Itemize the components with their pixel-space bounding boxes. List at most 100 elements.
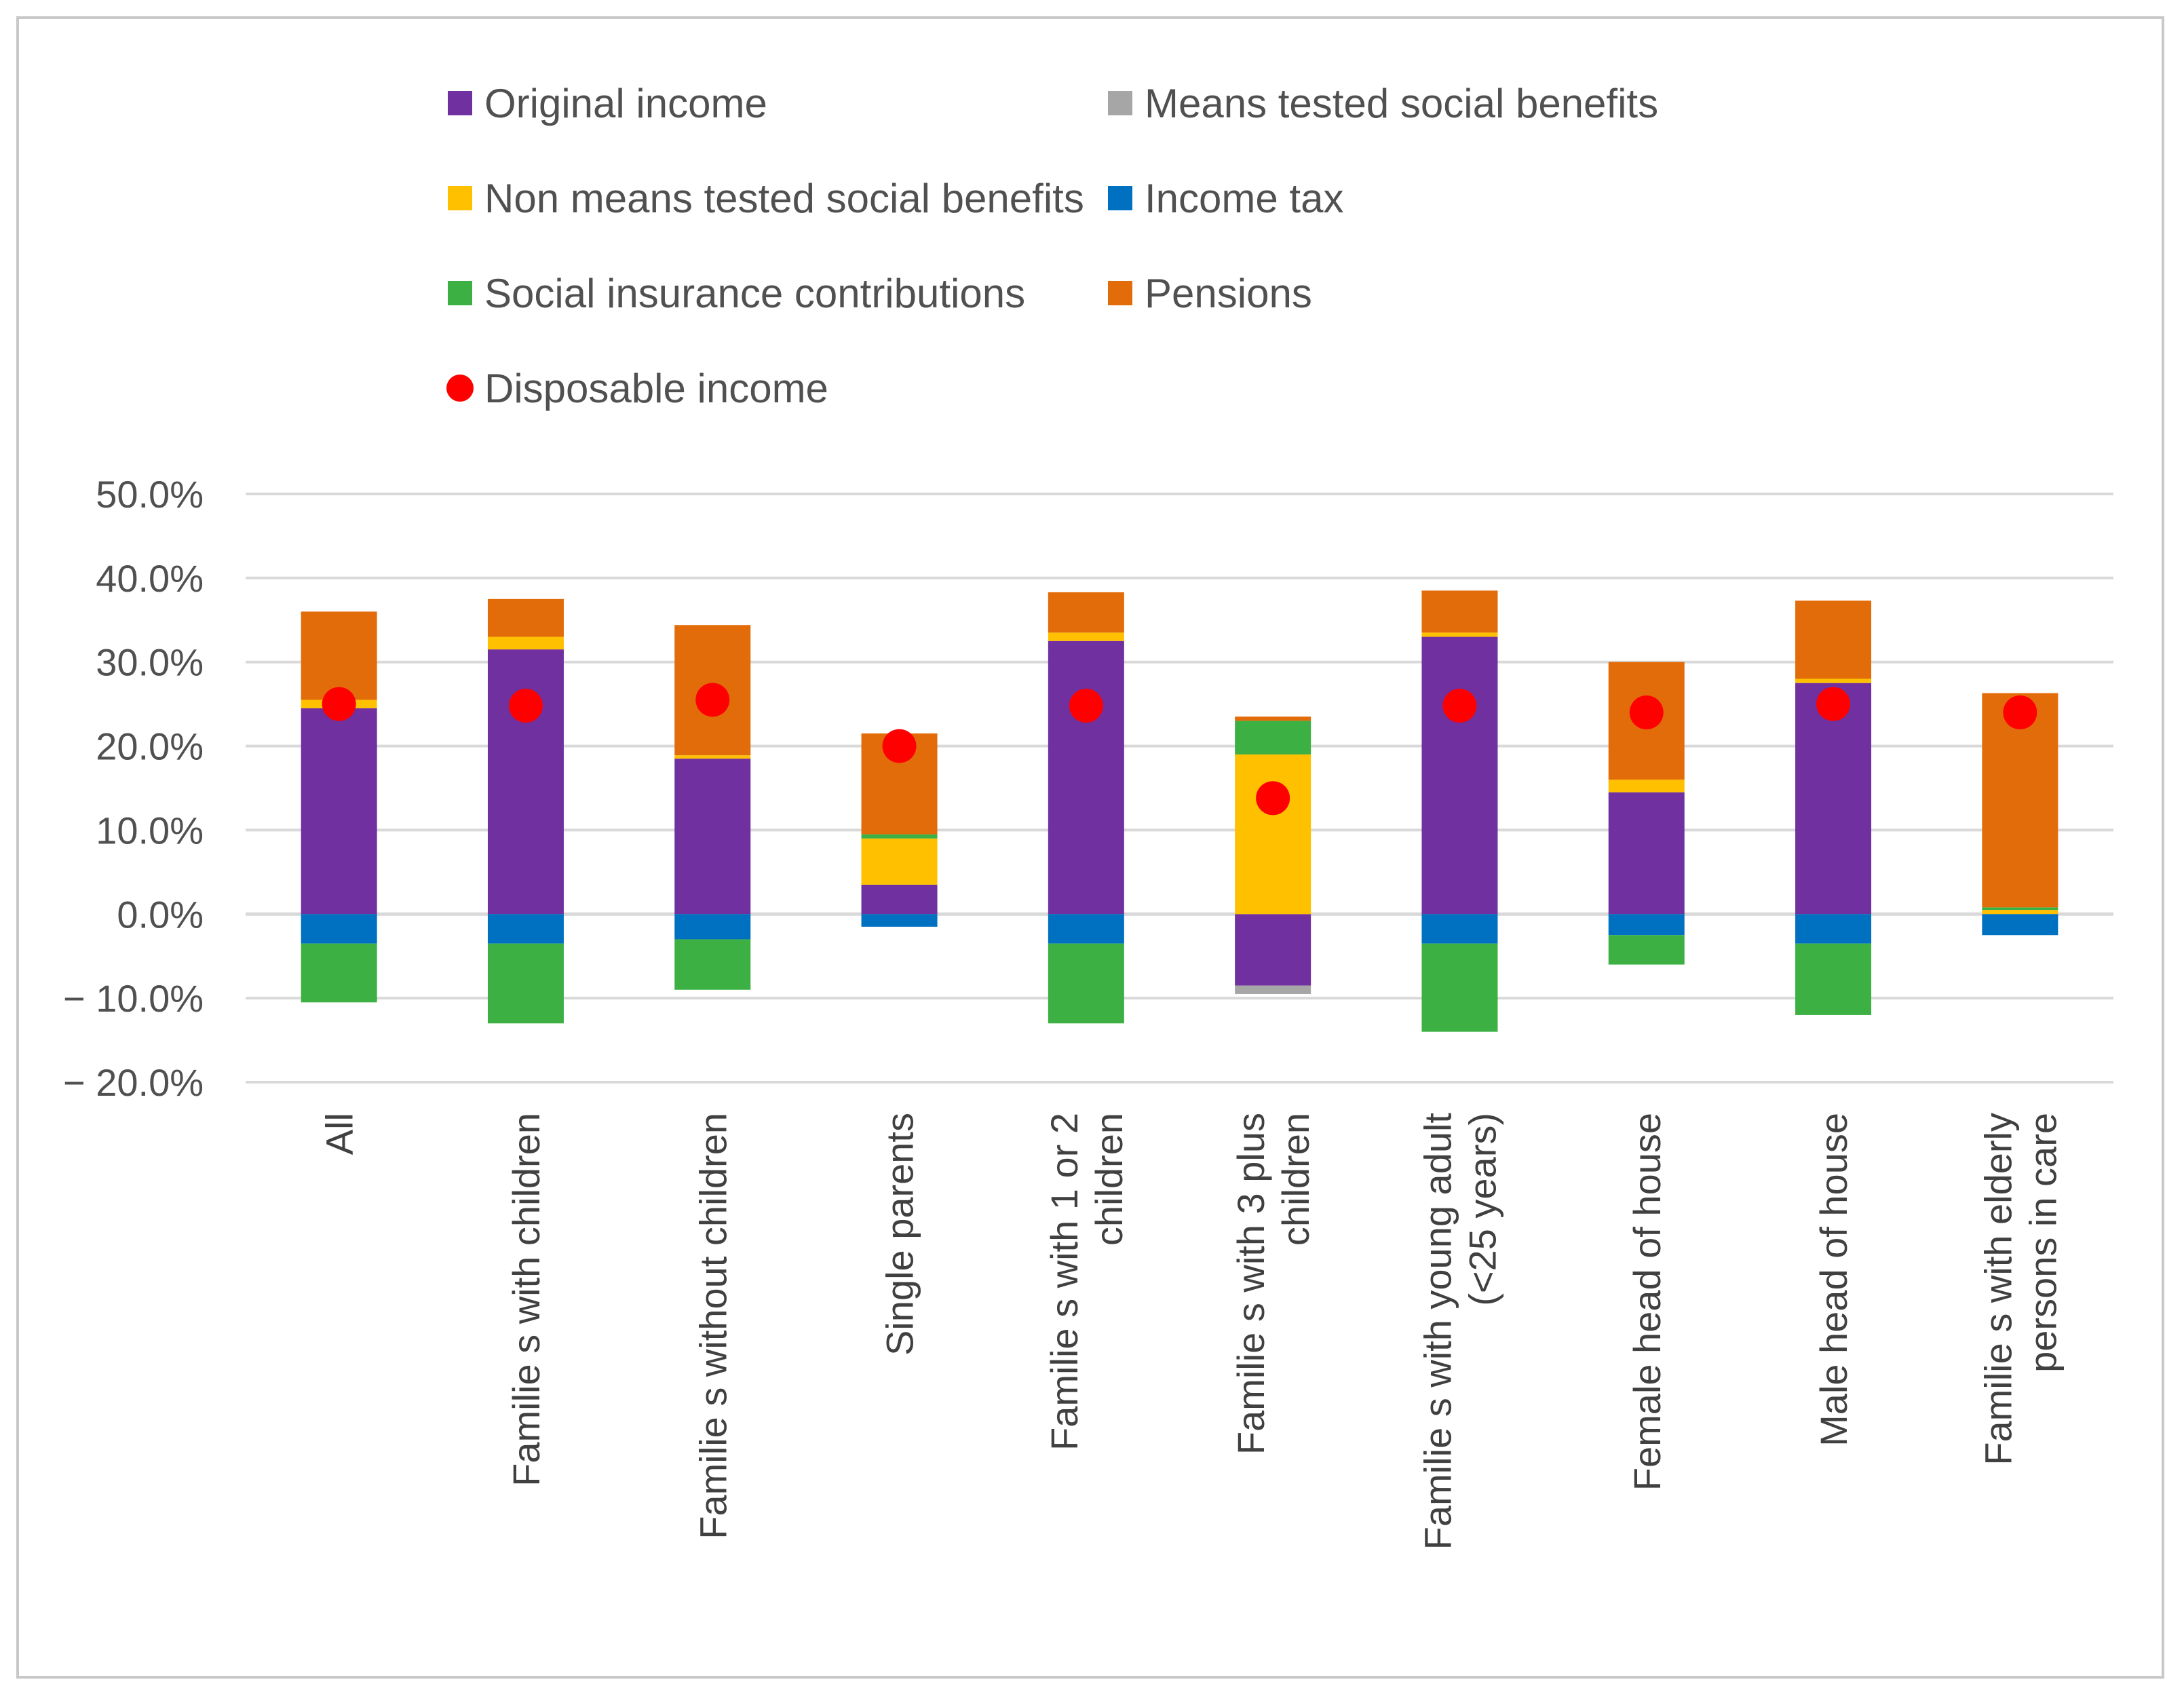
disposable-income-point-all xyxy=(322,687,356,721)
x-category-label-line: Familie s with 3 plus xyxy=(1229,1113,1272,1455)
legend-marker-income-tax xyxy=(1108,186,1132,210)
x-category-label-line: All xyxy=(318,1113,361,1155)
y-tick-label: − 20.0% xyxy=(63,1061,204,1104)
x-category-label-line: Female head of house xyxy=(1626,1113,1668,1491)
y-axis-ticks: 50.0% 40.0% 30.0% 20.0% 10.0% 0.0% − 10.0% − 20… xyxy=(63,473,204,1104)
disposable-income-point-families-with-1-or-2-children xyxy=(1069,689,1103,723)
y-tick-label: 20.0% xyxy=(96,725,204,768)
bar-segment-pensions xyxy=(1048,592,1124,633)
x-category-label-line: Familie s with children xyxy=(505,1113,548,1487)
bar-segment-social-insurance-contributions xyxy=(301,943,377,1003)
legend-item-original-income: Original income xyxy=(448,81,767,126)
disposable-income-point-families-with-children xyxy=(508,689,543,723)
bar-segment-social-insurance-contributions xyxy=(1608,935,1685,965)
legend-item-income-tax: Income tax xyxy=(1108,176,1343,221)
legend-label: Non means tested social benefits xyxy=(484,176,1084,221)
bar-segment-non-means-tested-social-benefits xyxy=(1608,780,1685,792)
bar-segment-original-income xyxy=(1608,792,1685,915)
disposable-income-point-families-without-children xyxy=(695,683,730,717)
bar-segment-pensions xyxy=(487,598,564,637)
bar-segment-social-insurance-contributions xyxy=(1795,943,1872,1015)
bar-segment-income-tax xyxy=(301,914,377,944)
x-category-label-families-with-3-plus-children: Familie s with 3 pluschildren xyxy=(1229,1113,1317,1455)
bar-stack-families-with-3-plus-children xyxy=(1235,716,1311,994)
bar-segment-social-insurance-contributions xyxy=(861,834,938,839)
x-category-label-line: Familie s without children xyxy=(691,1113,734,1539)
x-category-label-line: persons in care xyxy=(2021,1113,2064,1373)
legend-item-pensions: Pensions xyxy=(1108,271,1312,316)
x-category-label-line: Familie s with elderly xyxy=(1976,1113,2019,1466)
y-tick-label: 50.0% xyxy=(96,473,204,516)
bar-stack-male-head-of-house xyxy=(1795,600,1872,1015)
y-tick-label: 10.0% xyxy=(96,809,204,852)
bar-segment-income-tax xyxy=(1982,914,2058,936)
x-category-label-line: children xyxy=(1088,1113,1130,1246)
legend-item-non-means-tested-social-benefits: Non means tested social benefits xyxy=(448,176,1084,221)
bar-stack-families-without-children xyxy=(674,625,751,990)
bar-segment-non-means-tested-social-benefits xyxy=(1235,754,1311,915)
bar-segment-non-means-tested-social-benefits xyxy=(487,636,564,650)
x-axis-categories: All Familie s with children Familie s with… xyxy=(318,1113,2065,1550)
bar-segment-original-income xyxy=(1421,636,1498,915)
bars xyxy=(301,590,2058,1032)
disposable-income-point-female-head-of-house xyxy=(1629,695,1664,730)
x-category-label-families-with-children: Familie s with children xyxy=(505,1113,548,1487)
legend-item-disposable-income: Disposable income xyxy=(446,366,828,411)
bar-stack-families-with-children xyxy=(487,598,564,1024)
bar-segment-social-insurance-contributions xyxy=(487,943,564,1024)
legend-marker-pensions xyxy=(1108,281,1132,305)
x-category-label-line: Male head of house xyxy=(1812,1113,1855,1447)
bar-segment-social-insurance-contributions xyxy=(1048,943,1124,1024)
bar-segment-social-insurance-contributions xyxy=(674,939,751,990)
bar-stack-families-with-young-adult-25-years xyxy=(1421,590,1498,1032)
x-category-label-line: Familie s with young adult xyxy=(1416,1113,1459,1550)
legend-label: Original income xyxy=(484,81,767,126)
legend-label: Means tested social benefits xyxy=(1145,81,1658,126)
bar-segment-social-insurance-contributions xyxy=(1421,943,1498,1032)
chart-frame xyxy=(16,16,2164,1679)
bar-segment-income-tax xyxy=(1795,914,1872,944)
bar-segment-original-income xyxy=(1795,683,1872,915)
x-category-label-line: (<25 years) xyxy=(1461,1113,1503,1306)
bar-segment-income-tax xyxy=(1421,914,1498,944)
legend-label: Income tax xyxy=(1145,176,1343,221)
legend-item-social-insurance-contributions: Social insurance contributions xyxy=(448,271,1025,316)
disposable-income-point-families-with-3-plus-children xyxy=(1256,781,1290,816)
bar-stack-families-with-elderly-persons-in-care xyxy=(1982,693,2058,936)
bar-segment-pensions xyxy=(301,611,377,700)
x-category-label-single-parents: Single parents xyxy=(879,1113,921,1356)
bar-segment-non-means-tested-social-benefits xyxy=(674,755,751,759)
bar-stack-families-with-1-or-2-children xyxy=(1048,592,1124,1024)
bar-segment-non-means-tested-social-benefits xyxy=(1048,632,1124,641)
legend-marker-social-insurance-contributions xyxy=(448,281,472,305)
x-category-label-male-head-of-house: Male head of house xyxy=(1812,1113,1855,1447)
x-category-label-female-head-of-house: Female head of house xyxy=(1626,1113,1668,1491)
disposable-income-point-single-parents xyxy=(882,729,917,763)
y-tick-label: 30.0% xyxy=(96,641,204,684)
disposable-income-points xyxy=(322,683,2037,816)
x-category-label-families-with-young-adult-25-years: Familie s with young adult(<25 years) xyxy=(1416,1113,1503,1550)
bar-segment-original-income xyxy=(301,708,377,915)
disposable-income-point-male-head-of-house xyxy=(1816,687,1851,721)
x-category-label-families-without-children: Familie s without children xyxy=(691,1113,734,1539)
bar-segment-pensions xyxy=(1235,716,1311,721)
legend-marker-means-tested-social-benefits xyxy=(1108,91,1132,115)
legend-marker-non-means-tested-social-benefits xyxy=(448,186,472,210)
bar-segment-non-means-tested-social-benefits xyxy=(1421,632,1498,637)
bar-segment-income-tax xyxy=(1048,914,1124,944)
legend-label: Pensions xyxy=(1145,271,1312,316)
legend: Original income Means tested social benef… xyxy=(446,81,1658,411)
bar-segment-pensions xyxy=(1421,590,1498,633)
bar-segment-original-income xyxy=(861,884,938,915)
disposable-income-point-families-with-elderly-persons-in-care xyxy=(2003,695,2037,730)
legend-label: Social insurance contributions xyxy=(484,271,1025,316)
bar-segment-original-income xyxy=(674,759,751,915)
x-category-label-all: All xyxy=(318,1113,361,1155)
bar-segment-pensions xyxy=(1795,600,1872,679)
bar-segment-income-tax xyxy=(487,914,564,944)
y-tick-label: 40.0% xyxy=(96,557,204,600)
bar-segment-non-means-tested-social-benefits xyxy=(1982,910,2058,915)
legend-marker-disposable-income xyxy=(446,375,474,402)
bar-segment-social-insurance-contributions xyxy=(1982,907,2058,911)
